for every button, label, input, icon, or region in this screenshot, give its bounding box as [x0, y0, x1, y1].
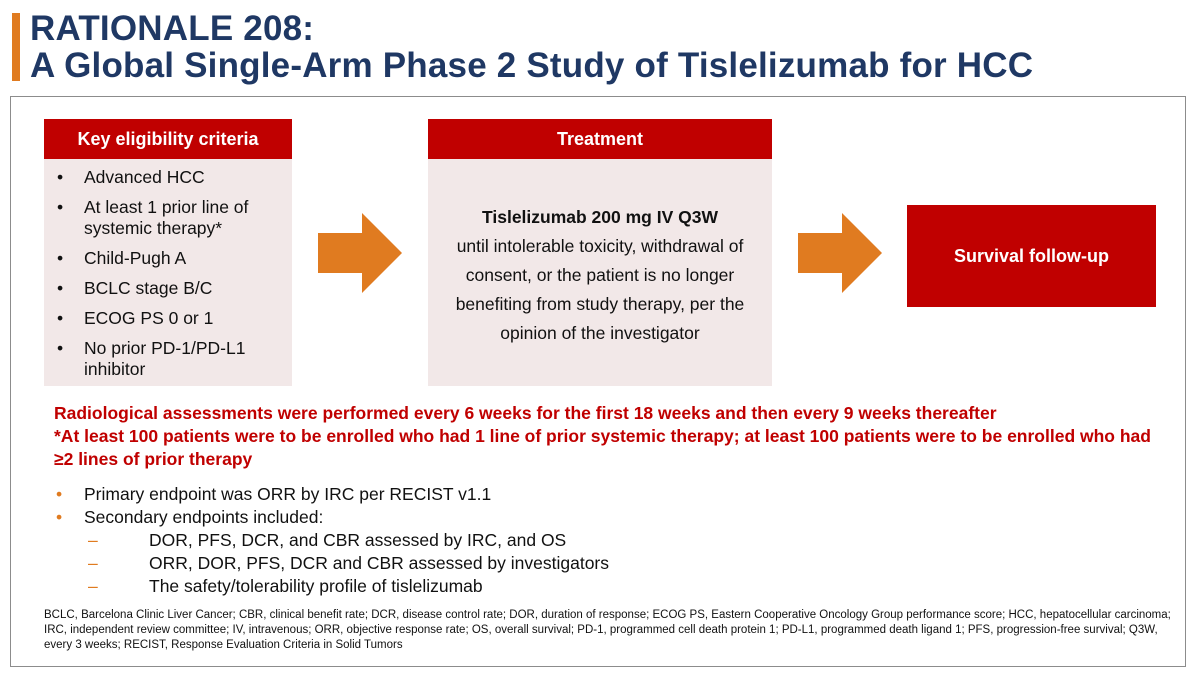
secondary-endpoint-item: DOR, PFS, DCR, and CBR assessed by IRC, … — [54, 529, 1154, 552]
eligibility-item: BCLC stage B/C — [44, 278, 292, 299]
flow-arrow-1 — [318, 213, 402, 293]
eligibility-box: Key eligibility criteria Advanced HCC At… — [44, 119, 292, 386]
eligibility-item: At least 1 prior line of systemic therap… — [44, 197, 292, 239]
treatment-dose: Tislelizumab 200 mg IV Q3W — [481, 207, 718, 227]
treatment-body: Tislelizumab 200 mg IV Q3W until intoler… — [428, 203, 772, 348]
eligibility-item: ECOG PS 0 or 1 — [44, 308, 292, 329]
survival-followup-box: Survival follow-up — [907, 205, 1156, 307]
assessment-note-1: Radiological assessments were performed … — [54, 403, 997, 423]
slide-title: RATIONALE 208: A Global Single-Arm Phase… — [30, 10, 1033, 84]
secondary-endpoint-item: ORR, DOR, PFS, DCR and CBR assessed by i… — [54, 552, 1154, 575]
primary-endpoint: Primary endpoint was ORR by IRC per RECI… — [54, 483, 1154, 506]
assessment-notes: Radiological assessments were performed … — [54, 402, 1174, 471]
title-line-1: RATIONALE 208: — [30, 9, 315, 48]
title-line-2: A Global Single-Arm Phase 2 Study of Tis… — [30, 46, 1034, 85]
eligibility-list: Advanced HCC At least 1 prior line of sy… — [44, 159, 292, 380]
secondary-endpoint-item: The safety/tolerability profile of tisle… — [54, 575, 1154, 598]
assessment-note-2: *At least 100 patients were to be enroll… — [54, 426, 1151, 469]
eligibility-item: Advanced HCC — [44, 167, 292, 188]
eligibility-item: No prior PD-1/PD-L1 inhibitor — [44, 338, 292, 380]
eligibility-item: Child-Pugh A — [44, 248, 292, 269]
treatment-box: Treatment Tislelizumab 200 mg IV Q3W unt… — [428, 119, 772, 386]
eligibility-header: Key eligibility criteria — [44, 119, 292, 159]
flow-arrow-2 — [798, 213, 882, 293]
treatment-details: until intolerable toxicity, withdrawal o… — [455, 236, 745, 343]
treatment-header: Treatment — [428, 119, 772, 159]
abbreviations-footnote: BCLC, Barcelona Clinic Liver Cancer; CBR… — [44, 609, 1171, 651]
title-accent-bar — [12, 13, 20, 81]
content-frame — [10, 96, 1186, 667]
endpoints-list: Primary endpoint was ORR by IRC per RECI… — [54, 483, 1154, 598]
secondary-endpoints-heading: Secondary endpoints included: — [54, 506, 1154, 529]
